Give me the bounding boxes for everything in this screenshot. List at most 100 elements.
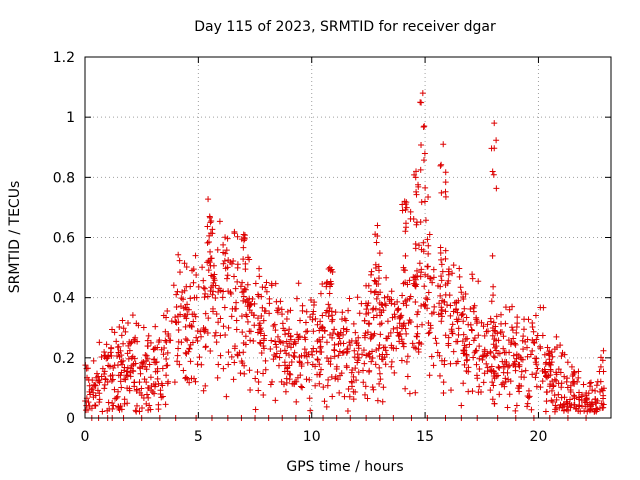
data-point: [113, 338, 120, 345]
data-point: [158, 380, 165, 387]
data-point: [470, 354, 477, 361]
data-point: [163, 372, 170, 379]
data-point: [589, 387, 596, 394]
data-point: [396, 338, 403, 345]
data-point: [543, 359, 550, 366]
data-point: [437, 292, 444, 299]
data-point: [478, 319, 485, 326]
data-point: [539, 378, 546, 385]
data-point: [440, 141, 447, 148]
data-point: [215, 361, 222, 368]
data-point: [444, 301, 451, 308]
data-point: [575, 394, 582, 401]
data-point: [143, 400, 150, 407]
data-point: [132, 334, 139, 341]
data-point: [597, 363, 604, 370]
data-point: [399, 292, 406, 299]
data-point: [575, 368, 582, 375]
data-point: [269, 378, 276, 385]
data-point: [491, 327, 498, 334]
data-point: [331, 353, 338, 360]
data-point: [182, 375, 189, 382]
data-point: [421, 150, 428, 157]
data-point: [318, 366, 325, 373]
data-point: [183, 263, 190, 270]
data-point: [448, 328, 455, 335]
data-point: [587, 405, 594, 412]
data-point: [279, 320, 286, 327]
data-point: [288, 344, 295, 351]
data-point: [495, 363, 502, 370]
data-point: [260, 317, 267, 324]
data-point: [125, 320, 132, 327]
data-point: [553, 344, 560, 351]
data-point: [137, 365, 144, 372]
data-point: [314, 356, 321, 363]
data-point: [273, 350, 280, 357]
data-point: [252, 375, 259, 382]
data-point: [86, 382, 93, 389]
data-point: [123, 372, 130, 379]
data-point: [388, 363, 395, 370]
data-point: [549, 353, 556, 360]
data-point: [192, 378, 199, 385]
data-point: [127, 340, 134, 347]
data-point: [325, 376, 332, 383]
data-point: [266, 310, 273, 317]
data-point: [255, 378, 262, 385]
data-point: [215, 319, 222, 326]
data-point: [254, 315, 261, 322]
data-point: [310, 328, 317, 335]
data-point: [404, 373, 411, 380]
data-point: [382, 361, 389, 368]
data-point: [508, 324, 515, 331]
data-point: [506, 349, 513, 356]
data-point: [326, 264, 333, 271]
data-point: [415, 346, 422, 353]
data-point: [186, 345, 193, 352]
data-point: [488, 298, 495, 305]
data-point: [453, 338, 460, 345]
data-point: [212, 329, 219, 336]
data-point: [312, 382, 319, 389]
data-point: [256, 265, 263, 272]
data-point: [336, 389, 343, 396]
data-point: [159, 365, 166, 372]
data-point: [194, 361, 201, 368]
data-point: [101, 368, 108, 375]
data-point: [412, 245, 419, 252]
data-point: [510, 362, 517, 369]
data-point: [489, 168, 496, 175]
data-point: [291, 349, 298, 356]
data-point: [85, 399, 92, 406]
data-point: [188, 323, 195, 330]
data-point: [416, 242, 423, 249]
data-point: [426, 275, 433, 282]
data-point: [493, 373, 500, 380]
data-point: [307, 407, 314, 414]
data-point: [220, 241, 227, 248]
data-point: [241, 285, 248, 292]
data-point: [438, 313, 445, 320]
data-point: [276, 354, 283, 361]
data-point: [114, 362, 121, 369]
data-point: [190, 279, 197, 286]
data-point: [272, 327, 279, 334]
data-point: [205, 239, 212, 246]
data-point: [600, 368, 607, 375]
data-point: [239, 279, 246, 286]
data-point: [369, 384, 376, 391]
data-point: [479, 356, 486, 363]
data-point: [391, 311, 398, 318]
data-point: [286, 370, 293, 377]
data-point: [572, 405, 579, 412]
data-point: [225, 324, 232, 331]
data-point: [420, 124, 427, 131]
data-point: [476, 366, 483, 373]
data-point: [465, 368, 472, 375]
data-point: [383, 351, 390, 358]
data-point: [473, 347, 480, 354]
data-point: [447, 312, 454, 319]
data-point: [447, 360, 454, 367]
data-point: [282, 331, 289, 338]
